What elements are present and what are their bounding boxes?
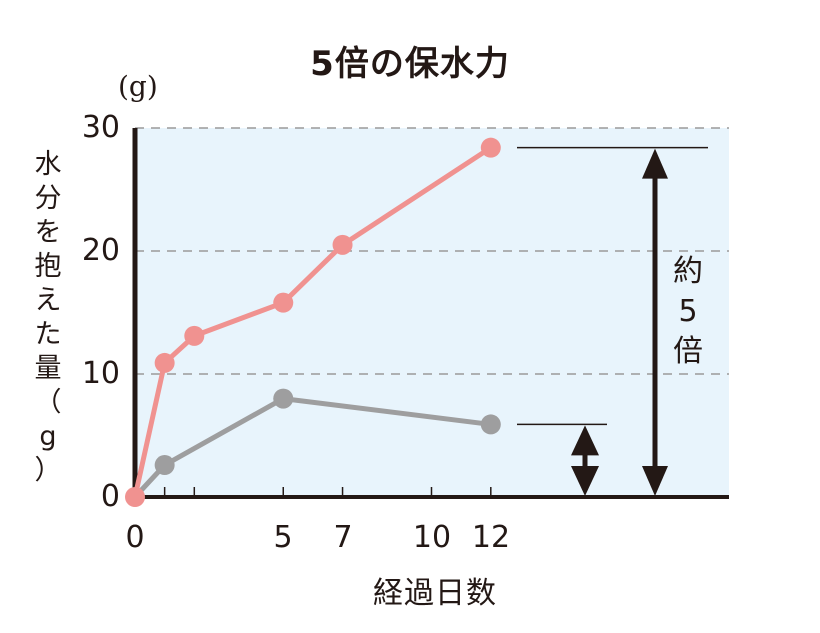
y-axis-label-char: た (34, 319, 62, 350)
ratio-char: 5 (678, 294, 698, 329)
ratio-annotation: 約 5 倍 (666, 252, 710, 372)
data-point (480, 137, 501, 158)
data-point (125, 487, 145, 507)
x-tick-label: 7 (333, 520, 353, 555)
y-axis-label-char: え (34, 285, 62, 316)
y-axis-label-char: g (39, 421, 57, 452)
y-tick-label: 0 (100, 479, 120, 514)
data-point (154, 455, 175, 476)
x-tick-label: 0 (125, 520, 145, 555)
ratio-char: 倍 (673, 334, 703, 369)
y-tick-label: 20 (81, 233, 120, 268)
x-tick-label: 5 (273, 520, 293, 555)
y-axis-label-char: を (34, 217, 62, 248)
ratio-char: 約 (673, 254, 703, 289)
five-times-arrow-head-up (642, 148, 668, 179)
data-point (332, 234, 353, 255)
series-line (133, 396, 492, 499)
y-axis-label-char: ） (34, 455, 62, 486)
data-point (273, 388, 294, 409)
x-tick-label: 10 (412, 520, 452, 555)
x-axis-label: 経過日数 (373, 576, 497, 611)
series-line (132, 145, 493, 498)
data-point (480, 414, 501, 435)
y-axis-label-char: 抱 (34, 251, 62, 282)
y-unit-label: (g) (118, 70, 158, 103)
x-tick-label: 12 (471, 520, 511, 555)
plot-background (135, 128, 729, 497)
y-axis-label: 水 分 を 抱 え た 量 （ g ） (28, 148, 68, 488)
y-tick-label: 30 (81, 110, 120, 145)
small-arrow-head-down (571, 466, 599, 496)
y-axis-label-char: 水 (34, 149, 62, 180)
y-axis-label-char: （ (34, 387, 62, 418)
data-point (273, 292, 294, 313)
data-point (184, 325, 205, 346)
y-tick-label: 10 (81, 356, 120, 391)
y-axis-label-char: 量 (34, 353, 62, 384)
data-point (154, 352, 175, 373)
five-times-arrow-head-down (642, 466, 668, 496)
chart-title: 5倍の保水力 (310, 44, 510, 84)
y-axis-label-char: 分 (34, 183, 62, 214)
small-arrow-head-up (571, 425, 599, 456)
